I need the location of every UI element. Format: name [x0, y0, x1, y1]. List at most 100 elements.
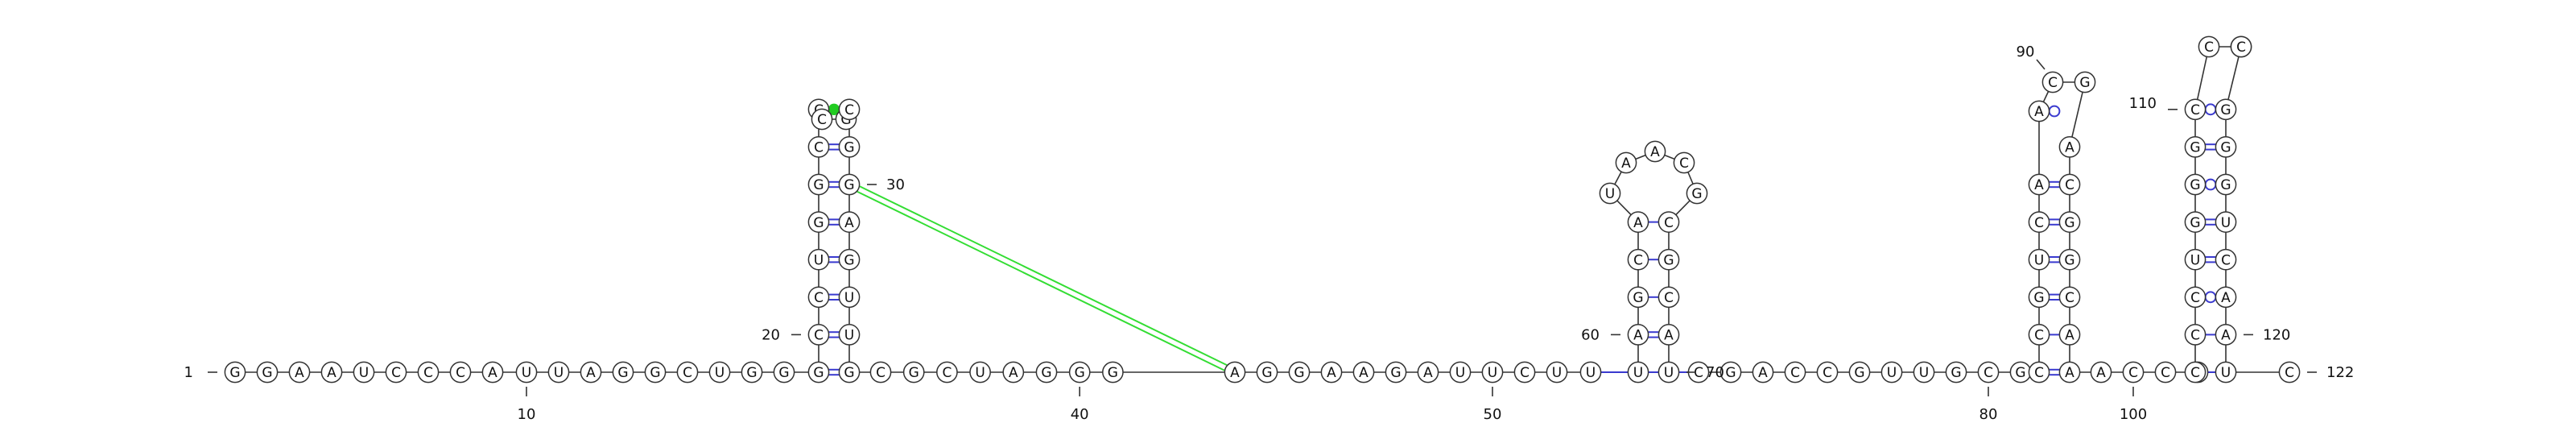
nucleotide-circle [1657, 211, 1680, 233]
nucleotide-letter: C [1823, 365, 1832, 381]
nucleotide-letter: A [488, 365, 497, 381]
nucleotide-circle [902, 361, 925, 383]
nucleotide-77: G [1848, 361, 1871, 383]
tertiary-pair-line [857, 190, 1225, 371]
nucleotide-46: G [1256, 361, 1278, 383]
nucleotide-circle [417, 361, 440, 383]
nucleotide-circle [1102, 361, 1124, 383]
nucleotide-letter: A [2065, 140, 2074, 156]
nucleotide-63: A [1615, 151, 1637, 174]
nucleotide-circle [1599, 182, 1621, 205]
nucleotide-circle [385, 361, 407, 383]
nucleotide-letter: U [814, 252, 824, 268]
nucleotide-111: C [2198, 35, 2220, 58]
nucleotide-58: A [1627, 324, 1649, 346]
nucleotide-letter: C [942, 365, 952, 381]
number-label-70: 70 [1686, 364, 1724, 381]
nucleotide-letter: C [2204, 39, 2214, 56]
nucleotide-9: A [481, 361, 504, 383]
nucleotide-letter: C [456, 365, 465, 381]
nucleotide-circle [1945, 361, 1967, 383]
nucleotide-letter: U [844, 328, 854, 344]
nucleotide-48: A [1320, 361, 1343, 383]
nucleotide-37: C [869, 361, 892, 383]
nucleotide-circle [2215, 211, 2237, 233]
nucleotide-31: G [838, 173, 861, 196]
nucleotide-30: G [838, 136, 861, 158]
nucleotide-circle [869, 361, 892, 383]
nucleotide-33: G [838, 248, 861, 271]
nucleotide-72: C [1687, 361, 1710, 383]
nucleotide-letter: G [1691, 186, 1702, 202]
nucleotide-letter: G [262, 365, 272, 381]
nucleotide-circle [1686, 182, 1708, 205]
nucleotide-circle [2028, 248, 2050, 271]
nucleotide-122: C [2278, 361, 2301, 383]
nucleotide-circle [2028, 286, 2050, 309]
nucleotide-circle [224, 361, 246, 383]
nucleotide-114: G [2215, 98, 2237, 121]
nucleotide-letter: C [876, 365, 886, 381]
nucleotide-94: G [2058, 211, 2081, 233]
number-text: 60 [1581, 326, 1600, 343]
nucleotide-19: G [807, 361, 830, 383]
nucleotide-letter: A [1621, 155, 1631, 172]
nucleotide-letter: A [327, 365, 336, 381]
nucleotide-circle [2090, 361, 2112, 383]
nucleotide-66: G [1686, 182, 1708, 205]
nucleotide-circle [644, 361, 667, 383]
nucleotide-letter: G [1854, 365, 1864, 381]
nucleotide-93: C [2058, 173, 2081, 196]
nucleotide-letter: C [2190, 328, 2200, 344]
nucleotide-letter: G [1390, 365, 1401, 381]
number-label-1: 1 [184, 364, 217, 381]
number-text: 10 [518, 406, 536, 423]
number-text: 30 [886, 176, 905, 193]
nucleotide-letter: U [1887, 365, 1897, 381]
number-label-122: 122 [2307, 364, 2354, 381]
nucleotide-circle [807, 248, 830, 271]
number-label-10: 10 [518, 387, 536, 423]
nucleotide-letter: U [359, 365, 369, 381]
number-label-30: 30 [867, 176, 905, 193]
nucleotide-letter: G [2064, 215, 2074, 231]
nucleotide-letter: A [844, 215, 854, 231]
nucleotide-circle [2184, 361, 2207, 383]
nucleotide-4: A [320, 361, 343, 383]
nucleotide-circle [2154, 361, 2177, 383]
nucleotide-71: U [1657, 361, 1680, 383]
nucleotide-64: A [1644, 140, 1666, 163]
nucleotide-letter: G [746, 365, 757, 381]
nucleotide-letter: U [1586, 365, 1596, 381]
nucleotide-letter: C [2285, 365, 2294, 381]
nucleotide-32: A [838, 211, 861, 233]
nucleotide-65: C [1673, 151, 1695, 174]
nucleotide-circle [2184, 211, 2207, 233]
nucleotide-circle [2215, 248, 2237, 271]
number-text: 80 [1979, 406, 1998, 423]
nucleotide-67: C [1657, 211, 1680, 233]
nucleotide-82: G [2009, 361, 2032, 383]
number-text: 70 [1706, 364, 1724, 381]
nucleotide-91: G [2074, 71, 2096, 93]
nucleotide-98: A [2058, 361, 2081, 383]
nucleotide-letter: G [2015, 365, 2025, 381]
nucleotide-11: U [547, 361, 570, 383]
nucleotide-17: G [741, 361, 763, 383]
nucleotide-circle [481, 361, 504, 383]
nucleotide-circle [2058, 136, 2081, 158]
nucleotide-106: U [2184, 248, 2207, 271]
nucleotide-circle [1627, 211, 1649, 233]
nucleotide-circle [969, 361, 991, 383]
nucleotide-circle [1068, 361, 1091, 383]
nucleotide-letter: A [1633, 215, 1643, 231]
nucleotide-21: C [807, 286, 830, 309]
nucleotide-letter: C [2034, 365, 2044, 381]
nucleotide-letter: G [2079, 75, 2090, 91]
nucleotide-circle [807, 173, 830, 196]
nucleotide-letter: C [423, 365, 433, 381]
nucleotide-86: U [2028, 248, 2050, 271]
nucleotide-letter: U [975, 365, 985, 381]
nucleotide-circle [773, 361, 795, 383]
